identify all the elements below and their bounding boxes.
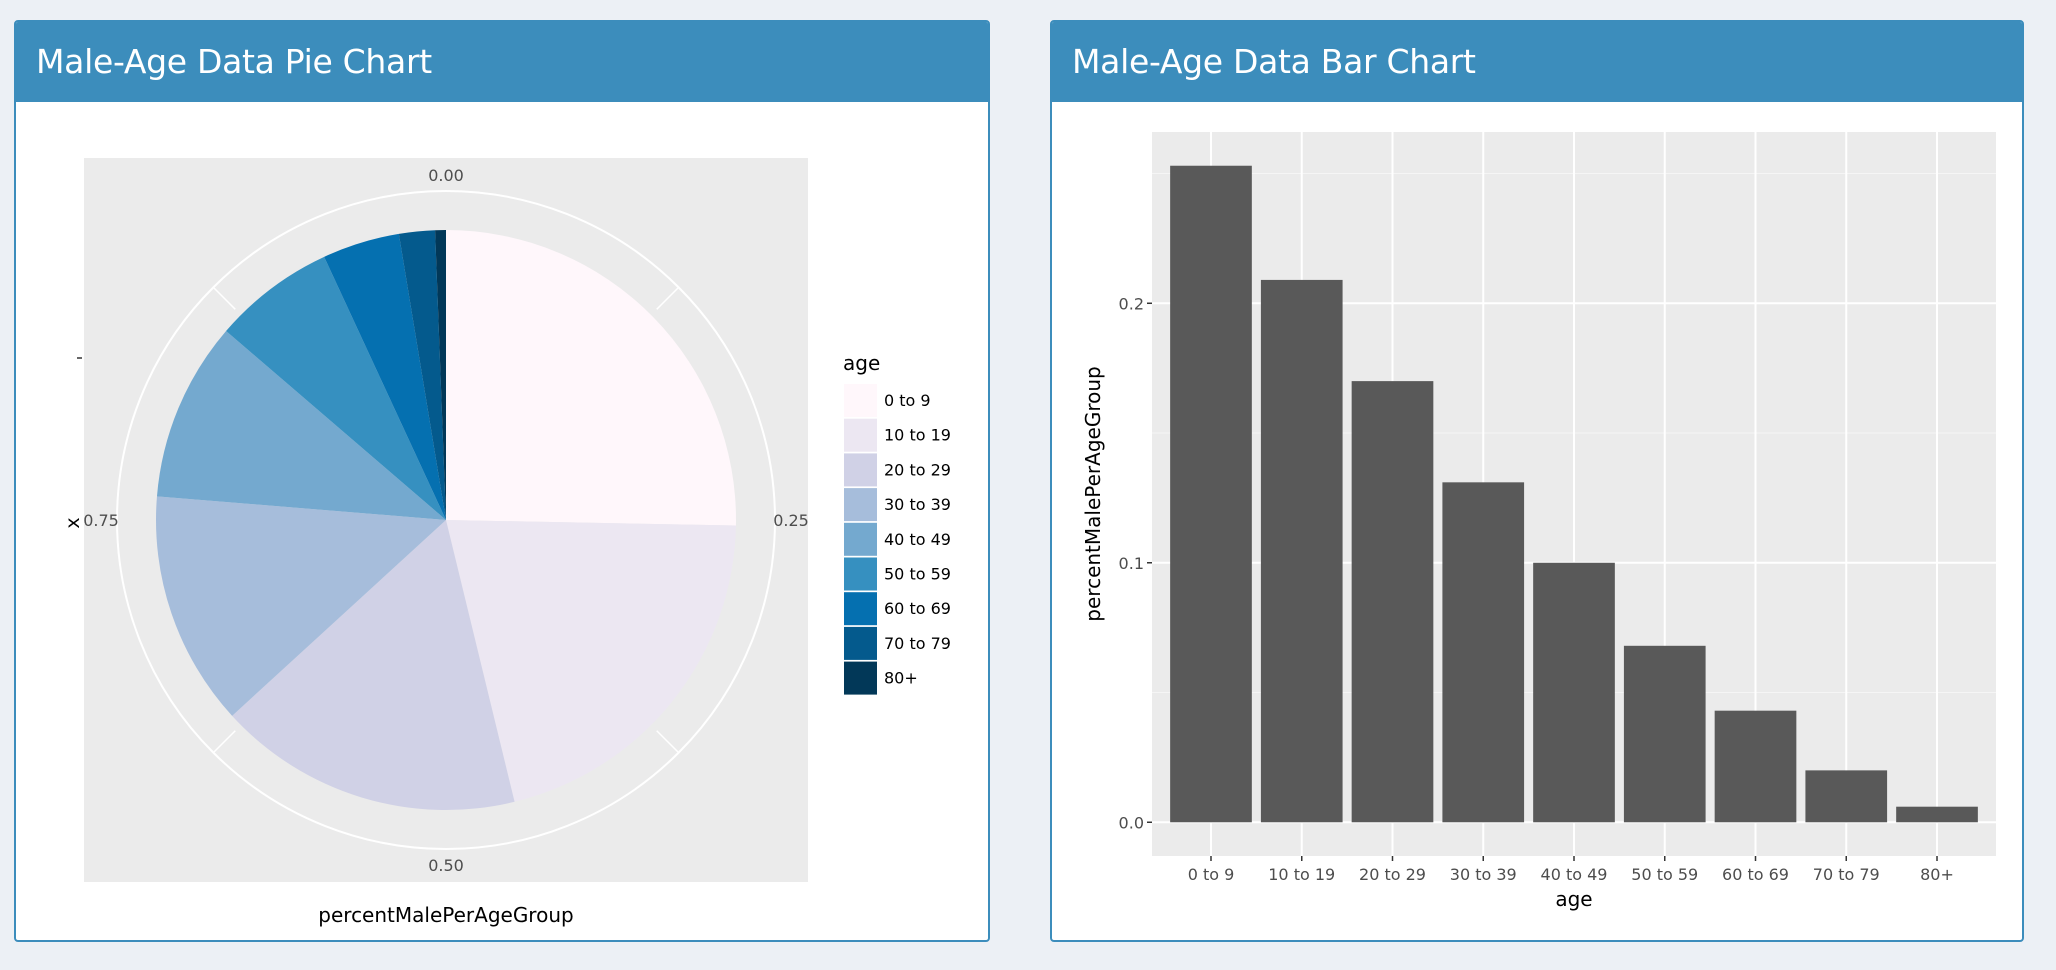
- legend-label: 60 to 69: [884, 599, 951, 618]
- legend-swatch: [844, 418, 877, 452]
- bar-x-tick-label: 80+: [1920, 865, 1954, 884]
- pie-slice: [156, 496, 446, 716]
- pie-theta-tick-label: 0.75: [83, 511, 119, 530]
- pie-theta-tick-label: 0.25: [773, 511, 809, 530]
- pie-chart-panel-title: Male-Age Data Pie Chart: [16, 22, 988, 102]
- bar: [1533, 562, 1615, 823]
- legend-label: 10 to 19: [884, 426, 951, 445]
- pie-grid-line: [656, 286, 680, 310]
- bar-chart: 0.0 0.1 0.2 0 to 9 10 to 19 20 to 29 30 to 39 4…: [1081, 132, 1996, 911]
- bar: [1714, 710, 1797, 823]
- pie-slice: [435, 230, 446, 520]
- pie-x-axis-label: percentMalePerAgeGroup: [318, 903, 573, 927]
- bar: [1351, 381, 1434, 823]
- bar-y-tick-label: 0.0: [1119, 813, 1144, 832]
- bar-x-tick-label: 10 to 19: [1268, 865, 1335, 884]
- bar-y-tick-label: 0.2: [1119, 294, 1144, 313]
- legend-label: 70 to 79: [884, 634, 951, 653]
- pie-theta-tick-label: 0.50: [428, 856, 464, 875]
- bar: [1896, 806, 1978, 823]
- legend-swatch: [844, 661, 877, 695]
- legend-swatch: [844, 453, 877, 487]
- bar-chart-panel-title: Male-Age Data Bar Chart: [1052, 22, 2022, 102]
- pie-slice: [232, 520, 515, 810]
- pie-chart: 0.00 0.25 0.50 0.75x percentMalePerAgeGroup a…: [62, 158, 951, 927]
- legend-swatch: [844, 557, 877, 591]
- legend-label: 0 to 9: [884, 391, 931, 410]
- pie-y-axis-label: x: [62, 517, 84, 528]
- bar-y-tick-label: 0.1: [1119, 554, 1144, 573]
- bar-x-tick-label: 0 to 9: [1188, 865, 1235, 884]
- pie-grid-line: [212, 730, 236, 754]
- pie-grid-circle: [116, 190, 776, 850]
- legend-title: age: [843, 351, 880, 375]
- bar: [1442, 482, 1525, 823]
- bar: [1170, 165, 1252, 823]
- pie-slice: [446, 230, 736, 526]
- bar: [1260, 279, 1343, 823]
- pie-slice: [398, 230, 446, 520]
- pie-slice: [446, 520, 736, 802]
- legend-label: 30 to 39: [884, 495, 951, 514]
- bar-chart-panel: Male-Age Data Bar Chart 0.0 0.1 0.2 0 to 9 1…: [1050, 20, 2024, 942]
- pie-slice: [324, 233, 446, 520]
- pie-theta-tick-label: 0.00: [428, 166, 464, 185]
- bar-x-tick-label: 30 to 39: [1450, 865, 1517, 884]
- legend-label: 50 to 59: [884, 565, 951, 584]
- bar-y-axis-label: percentMalePerAgeGroup: [1081, 366, 1105, 621]
- bar: [1623, 645, 1706, 823]
- bar-x-tick-label: 50 to 59: [1631, 865, 1698, 884]
- legend-swatch: [844, 592, 877, 626]
- pie-grid-line: [212, 286, 236, 310]
- bar: [1805, 770, 1888, 823]
- pie-slice: [156, 330, 446, 520]
- bar-x-tick-label: 20 to 29: [1359, 865, 1426, 884]
- bar-x-axis-label: age: [1555, 887, 1592, 911]
- pie-slice: [226, 256, 446, 520]
- legend-swatch: [844, 384, 877, 417]
- legend-swatch: [844, 488, 877, 522]
- legend-label: 40 to 49: [884, 530, 951, 549]
- bar-x-tick-label: 60 to 69: [1722, 865, 1789, 884]
- legend-label: 20 to 29: [884, 460, 951, 479]
- pie-grid-line: [656, 730, 680, 754]
- bar-x-tick-label: 70 to 79: [1813, 865, 1880, 884]
- legend-label: 80+: [884, 669, 918, 688]
- pie-chart-panel: Male-Age Data Pie Chart 0.00 0.25 0.50 0.75…: [14, 20, 990, 942]
- legend-swatch: [844, 522, 877, 556]
- legend-swatch: [844, 626, 877, 660]
- bar-x-tick-label: 40 to 49: [1541, 865, 1608, 884]
